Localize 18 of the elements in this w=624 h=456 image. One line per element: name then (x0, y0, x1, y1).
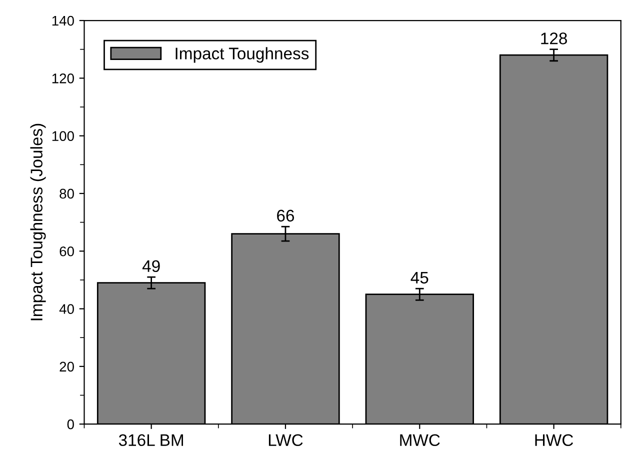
y-tick-label: 120 (52, 74, 74, 84)
data-label: 45 (410, 272, 428, 284)
data-label: 49 (142, 260, 160, 272)
y-tick-label: 20 (60, 362, 74, 372)
x-tick-label: HWC (535, 434, 574, 446)
y-tick-label: 40 (59, 304, 74, 314)
y-tick-label: 0 (67, 419, 74, 430)
data-label: 66 (277, 210, 294, 222)
x-tick-label: 316L BM (118, 434, 183, 446)
x-tick-label: MWC (400, 434, 440, 446)
data-label: 128 (541, 32, 567, 44)
y-tick-label: 100 (52, 131, 74, 141)
y-tick-label: 140 (52, 16, 74, 26)
y-tick-label: 80 (60, 188, 74, 199)
x-tick-label: LWC (268, 434, 303, 446)
legend-label: Impact Toughness (176, 47, 309, 63)
y-axis-title: Impact Toughness (Joules) (30, 124, 46, 320)
y-tick-label: 60 (60, 246, 74, 256)
